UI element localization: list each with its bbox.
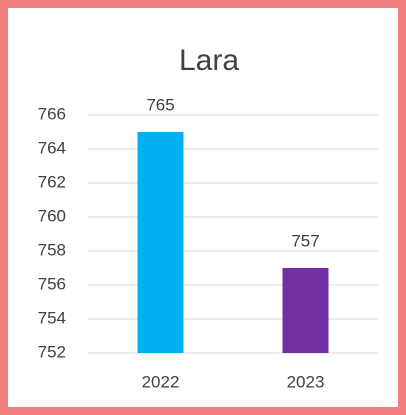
y-tick-label: 754 — [38, 308, 66, 327]
y-tick-label: 752 — [38, 342, 66, 361]
x-tick-label: 2022 — [142, 372, 180, 391]
x-tick-label: 2023 — [287, 372, 325, 391]
y-tick-label: 760 — [38, 206, 66, 225]
bar — [282, 268, 329, 353]
data-label: 765 — [146, 95, 174, 114]
data-label: 757 — [291, 231, 319, 250]
y-tick-label: 766 — [38, 104, 66, 123]
y-tick-label: 764 — [38, 138, 66, 157]
bar — [137, 132, 184, 353]
y-tick-label: 756 — [38, 274, 66, 293]
y-tick-label: 762 — [38, 172, 66, 191]
chart-title: Lara — [179, 44, 239, 77]
y-tick-label: 758 — [38, 240, 66, 259]
